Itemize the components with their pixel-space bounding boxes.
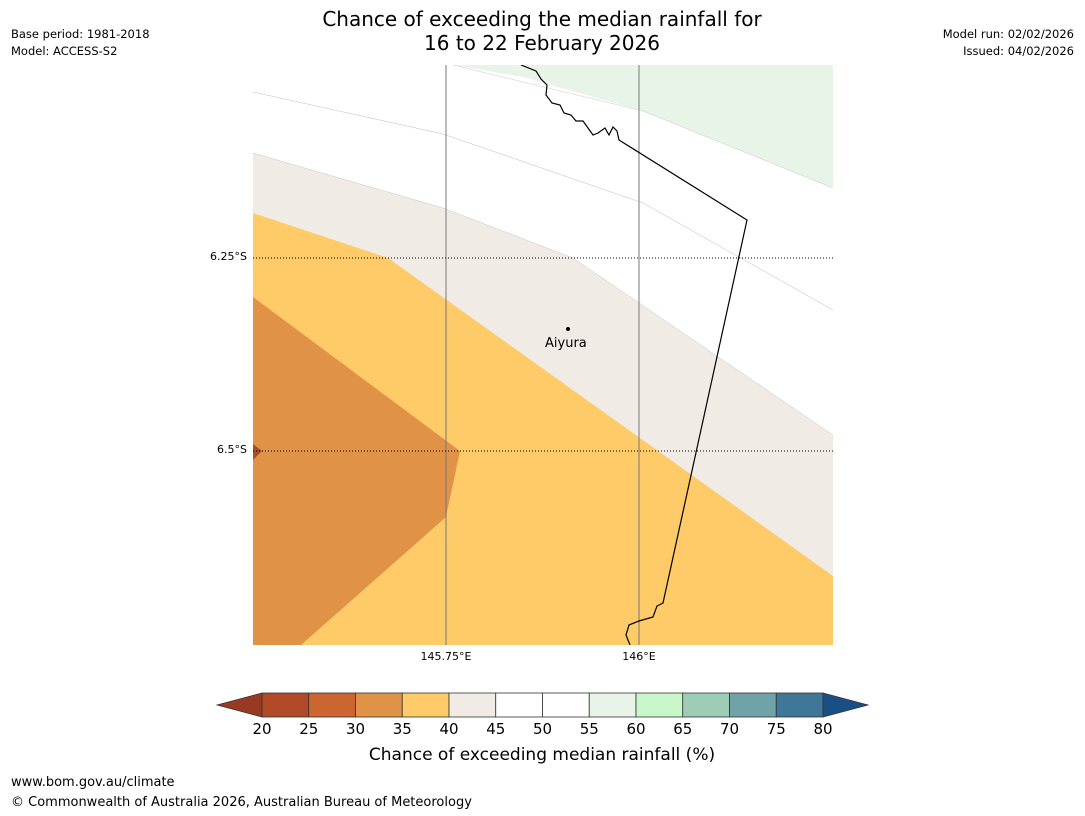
title-line-2: 16 to 22 February 2026 <box>424 31 660 55</box>
lat-label: 6.5°S <box>217 443 247 456</box>
region-55-60 <box>453 65 833 188</box>
colorbar-cell <box>588 692 637 718</box>
colorbar-tick-label: 45 <box>486 720 506 738</box>
colorbar-cell <box>542 692 590 718</box>
colorbar-cell <box>635 692 684 718</box>
title-line-1: Chance of exceeding the median rainfall … <box>322 7 762 31</box>
region-20-25 <box>253 444 262 460</box>
colorbar-cell <box>495 692 543 718</box>
contour-line <box>253 91 833 311</box>
colorbar-tick-label: 65 <box>673 720 693 738</box>
region-30-35 <box>253 297 460 645</box>
colorbar-tick-label: 60 <box>626 720 646 738</box>
contour-line <box>253 152 833 436</box>
issued-date: Issued: 04/02/2026 <box>963 44 1074 58</box>
colorbar-tick-label: 40 <box>439 720 459 738</box>
place-marker <box>566 327 570 331</box>
colorbar-tick-label: 35 <box>392 720 412 738</box>
colorbar-cell <box>355 692 403 718</box>
colorbar-over-arrow <box>822 692 870 718</box>
colorbar-tick-label: 75 <box>766 720 786 738</box>
model-name: Model: ACCESS-S2 <box>11 44 118 58</box>
colorbar <box>216 692 870 718</box>
lon-label: 145.75°E <box>420 650 472 663</box>
meta-left: Base period: 1981-2018 Model: ACCESS-S2 <box>11 26 150 60</box>
colorbar-cell <box>729 692 777 718</box>
colorbar-under-arrow <box>216 692 263 718</box>
footer-url[interactable]: www.bom.gov.au/climate <box>11 775 175 790</box>
colorbar-cell <box>308 692 356 718</box>
colorbar-tick-label: 30 <box>345 720 366 738</box>
colorbar-label: Chance of exceeding median rainfall (%) <box>368 745 716 765</box>
footer-copyright: © Commonwealth of Australia 2026, Austra… <box>11 795 472 810</box>
colorbar-tick-label: 70 <box>719 720 740 738</box>
colorbar-tick-label: 25 <box>299 720 319 738</box>
colorbar-cell <box>401 692 450 718</box>
colorbar-tick-label: 55 <box>579 720 599 738</box>
colorbar-tick-label: 20 <box>252 720 272 738</box>
colorbar-tick-label: 50 <box>532 720 553 738</box>
coastline <box>520 65 748 645</box>
colorbar-tick-label: 80 <box>813 720 833 738</box>
lon-label: 146°E <box>622 650 656 663</box>
colorbar-cell <box>775 692 824 718</box>
meta-right: Model run: 02/02/2026 Issued: 04/02/2026 <box>943 26 1074 60</box>
model-run: Model run: 02/02/2026 <box>942 27 1074 41</box>
colorbar-cell <box>682 692 730 718</box>
base-period: Base period: 1981-2018 <box>11 27 150 41</box>
contour-line <box>452 65 833 189</box>
colorbar-cell <box>261 692 310 718</box>
place-label-aiyura: Aiyura <box>545 336 587 351</box>
map-title: Chance of exceeding the median rainfall … <box>242 7 842 55</box>
colorbar-cell <box>448 692 497 718</box>
rainfall-map[interactable] <box>253 65 833 645</box>
lat-label: 6.25°S <box>210 250 247 263</box>
